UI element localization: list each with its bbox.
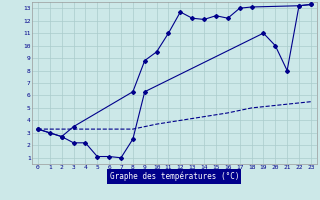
X-axis label: Graphe des températures (°C): Graphe des températures (°C) [110,172,239,181]
